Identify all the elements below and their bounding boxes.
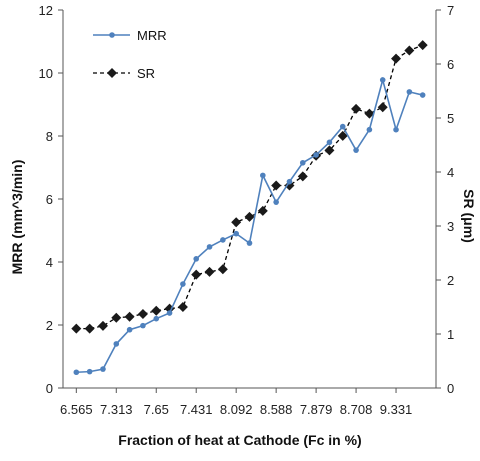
mrr-point — [260, 172, 266, 179]
x-tick-label: 7.879 — [300, 402, 333, 417]
mrr-point — [113, 341, 120, 347]
left-tick-label: 8 — [46, 129, 53, 144]
sr-point — [351, 103, 362, 114]
mrr-point — [366, 126, 373, 133]
sr-point — [151, 305, 162, 316]
mrr-point — [166, 310, 173, 316]
right-tick-label: 6 — [447, 57, 454, 72]
mrr-point — [326, 139, 333, 146]
series-layer — [71, 40, 428, 376]
legend-sr-label: SR — [137, 66, 155, 81]
legend-mrr-label: MRR — [137, 28, 167, 43]
left-tick-label: 0 — [46, 381, 53, 396]
sr-point — [257, 205, 268, 216]
right-tick-label: 5 — [447, 111, 454, 126]
right-y-axis-title: SR (μm) — [461, 189, 477, 243]
legend: MRR SR — [93, 28, 167, 81]
sr-point — [377, 102, 388, 113]
left-tick-label: 2 — [46, 318, 53, 333]
mrr-point — [299, 159, 306, 166]
mrr-point — [393, 126, 399, 133]
mrr-point — [206, 244, 213, 250]
x-tick-label: 8.708 — [340, 402, 373, 417]
sr-point — [391, 53, 402, 64]
x-tick-label: 6.565 — [60, 402, 93, 417]
mrr-point — [193, 256, 200, 262]
legend-sr-marker — [107, 68, 117, 78]
mrr-point — [126, 326, 133, 333]
sr-point — [271, 180, 282, 191]
plot-area — [62, 10, 437, 389]
sr-point — [231, 217, 242, 228]
sr-point — [204, 266, 215, 277]
legend-mrr-marker — [109, 32, 115, 38]
x-tick-label: 7.65 — [144, 402, 169, 417]
left-tick-label: 12 — [39, 3, 53, 18]
mrr-point — [220, 237, 226, 243]
right-tick-label: 2 — [447, 273, 454, 288]
mrr-point — [100, 366, 106, 372]
left-y-axis-title: MRR (mm^3/min) — [9, 160, 25, 275]
mrr-point — [73, 369, 80, 376]
mrr-point — [353, 147, 359, 153]
sr-point — [404, 45, 415, 56]
mrr-point — [246, 240, 253, 246]
mrr-point — [233, 230, 239, 237]
right-tick-label: 3 — [447, 219, 454, 234]
right-tick-label: 0 — [447, 381, 454, 396]
sr-point — [191, 269, 202, 280]
sr-point — [417, 40, 428, 51]
x-tick-label: 7.431 — [180, 402, 213, 417]
sr-point — [324, 145, 335, 156]
x-tick-label: 9.331 — [380, 402, 413, 417]
mrr-point — [273, 199, 279, 205]
sr-point — [284, 180, 295, 191]
x-tick-label: 7.313 — [100, 402, 133, 417]
mrr-point — [313, 152, 319, 158]
x-tick-label: 8.588 — [260, 402, 293, 417]
right-y-axis: 0 1 2 3 4 5 6 7 — [436, 3, 454, 396]
mrr-point — [379, 77, 386, 83]
sr-point — [337, 130, 348, 141]
sr-point — [297, 171, 308, 182]
left-tick-label: 6 — [46, 192, 53, 207]
right-tick-label: 4 — [447, 165, 454, 180]
sr-point — [244, 211, 255, 222]
sr-line — [76, 44, 423, 330]
sr-point — [111, 312, 122, 323]
left-tick-label: 10 — [39, 66, 53, 81]
mrr-point — [140, 322, 146, 329]
mrr-point — [153, 315, 160, 322]
sr-point — [97, 320, 108, 331]
right-tick-label: 1 — [447, 327, 454, 342]
left-tick-label: 4 — [46, 255, 53, 270]
sr-point — [177, 302, 188, 312]
right-tick-label: 7 — [447, 3, 454, 18]
x-axis-title: Fraction of heat at Cathode (Fc in %) — [118, 432, 361, 448]
mrr-point — [339, 123, 346, 130]
sr-point — [217, 264, 228, 275]
left-y-axis: 0 2 4 6 8 10 12 — [39, 3, 63, 396]
mrr-point — [180, 281, 186, 287]
sr-point — [137, 309, 148, 320]
mrr-point — [286, 178, 293, 185]
mrr-point — [86, 368, 93, 375]
x-tick-label: 8.092 — [220, 402, 253, 417]
sr-point — [71, 323, 82, 334]
mrr-point — [406, 89, 413, 95]
sr-point — [364, 108, 375, 119]
sr-point — [124, 311, 135, 322]
mrr-point — [419, 92, 426, 98]
x-axis: 6.565 7.313 7.65 7.431 8.092 8.588 7.879 8.708 9… — [60, 388, 412, 417]
sr-point — [84, 323, 95, 334]
